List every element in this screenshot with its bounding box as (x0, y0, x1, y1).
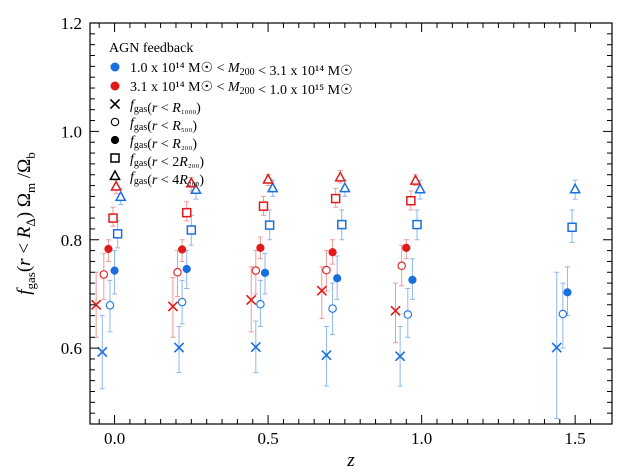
data-point-low_mass-x (173, 342, 185, 353)
data-point-low_mass-filled-circle (333, 274, 342, 283)
data-point-low_mass-x (250, 341, 261, 353)
legend-marker-open-circle (110, 117, 120, 127)
legend-label-open-circle: fgas(r < R₅₀₀) (130, 116, 197, 134)
data-point-low_mass-square (567, 222, 577, 233)
data-point-low_mass-filled-circle (408, 275, 417, 284)
data-point-low_mass-x-stroke (97, 346, 108, 358)
data-point-high_mass-triangle (185, 176, 198, 188)
data-point-low_mass-x-stroke (250, 341, 261, 353)
data-point-high_mass-filled-circle (104, 244, 113, 254)
legend-marker-x (109, 98, 121, 110)
data-point-low_mass-square (186, 225, 197, 235)
data-point-high_mass-square (181, 207, 192, 218)
data-point-low_mass-open-circle (403, 310, 413, 319)
data-point-low_mass-open-circle (328, 304, 337, 313)
y-tick-label: 1.2 (61, 14, 82, 33)
data-point-high_mass-open-circle (322, 265, 331, 275)
x-tick-label: 1.0 (411, 429, 432, 448)
data-point-low_mass-x-stroke (394, 351, 406, 362)
legend-marker-x-stroke (109, 98, 121, 110)
data-point-high_mass-square (406, 195, 416, 206)
data-point-low_mass-square (112, 229, 123, 239)
data-point-low_mass-triangle (569, 182, 582, 194)
data-point-low_mass-open-circle (256, 299, 265, 309)
data-point-high_mass-filled-circle (402, 243, 411, 252)
markers-layer (90, 170, 582, 362)
legend-marker-high_mass (110, 81, 120, 91)
data-point-low_mass-open-circle (105, 301, 115, 310)
data-point-low_mass-filled-circle (260, 268, 270, 277)
data-point-high_mass-triangle (409, 174, 422, 185)
data-point-high_mass-square (108, 213, 118, 223)
x-axis-title: z (346, 450, 355, 471)
data-point-high_mass-x-stroke (167, 301, 179, 312)
data-point-high_mass-x (316, 285, 327, 296)
x-tick-label: 0.0 (104, 429, 125, 448)
data-point-low_mass-filled-circle (563, 288, 572, 297)
data-point-low_mass-x (97, 346, 108, 358)
data-point-low_mass-x (394, 351, 406, 362)
y-tick-label: 0.8 (61, 231, 82, 250)
data-point-low_mass-triangle (114, 190, 127, 202)
legend-marker-low_mass (110, 62, 120, 72)
data-point-high_mass-x-stroke (90, 299, 102, 310)
data-point-low_mass-x-stroke (551, 342, 562, 353)
plot-frame (89, 22, 613, 425)
legend-label-x: fgas(r < R₁₀₀₀) (130, 98, 201, 116)
data-point-high_mass-triangle (110, 180, 122, 191)
data-point-high_mass-open-circle (173, 268, 182, 277)
data-point-high_mass-triangle (334, 170, 347, 182)
legend-marker-square (110, 153, 120, 163)
data-point-low_mass-open-circle (558, 309, 568, 319)
data-point-low_mass-triangle (414, 182, 426, 194)
data-point-low_mass-triangle (190, 183, 202, 195)
legend-marker-filled-circle (110, 135, 120, 145)
data-point-low_mass-open-circle (177, 297, 187, 307)
data-point-high_mass-square (258, 201, 269, 211)
data-point-high_mass-x-stroke (316, 285, 327, 296)
data-point-low_mass-x (551, 342, 562, 353)
legend-label-high_mass: 3.1 x 10¹⁴ M☉ < M200 < 1.0 x 10¹⁵ M☉ (130, 80, 353, 98)
axis-ticks-layer: 0.0 0.5 1.0 1.5 0.6 0.8 1.0 1.2 (61, 14, 612, 448)
data-point-high_mass-x (390, 305, 401, 316)
data-point-low_mass-square (412, 219, 422, 230)
data-point-high_mass-x (246, 294, 257, 306)
data-point-high_mass-open-circle (99, 270, 109, 279)
legend-label-square: fgas(r < 2R₂₀₀) (130, 152, 204, 170)
data-point-low_mass-x-stroke (321, 350, 332, 361)
data-point-low_mass-triangle (266, 181, 279, 193)
y-tick-label: 1.0 (61, 122, 82, 141)
y-axis-title: fgas(r < RΔ) Ωm /Ωb (14, 152, 38, 295)
data-point-high_mass-x (90, 299, 102, 310)
legend-title: AGN feedback (109, 41, 193, 56)
data-point-low_mass-triangle (338, 181, 351, 193)
data-point-high_mass-open-circle (397, 261, 406, 271)
legend: AGN feedback 1.0 x 10¹⁴ M☉ < M200 < 3.1 x… (109, 41, 353, 188)
legend-label-filled-circle: fgas(r < R₂₀₀) (130, 134, 197, 152)
legend-label-triangle: fgas(r < 4R₂₀₀) (130, 170, 204, 188)
legend-label-low_mass: 1.0 x 10¹⁴ M☉ < M200 < 3.1 x 10¹⁴ M☉ (130, 61, 353, 79)
data-point-high_mass-x (167, 301, 179, 312)
x-tick-label: 1.5 (565, 429, 586, 448)
data-point-low_mass-square (337, 219, 347, 230)
data-point-low_mass-filled-circle (182, 264, 191, 274)
data-point-low_mass-square (264, 220, 275, 230)
data-point-low_mass-x (321, 350, 332, 361)
data-point-high_mass-filled-circle (256, 243, 265, 252)
data-point-low_mass-filled-circle (110, 266, 119, 275)
data-point-high_mass-open-circle (251, 266, 261, 275)
x-tick-label: 0.5 (257, 429, 278, 448)
data-point-high_mass-square (330, 193, 341, 204)
legend-marker-triangle (109, 169, 121, 181)
error-bars-layer (93, 169, 578, 420)
data-point-high_mass-x-stroke (390, 305, 401, 316)
data-point-high_mass-triangle (262, 173, 274, 184)
y-tick-label: 0.6 (61, 339, 82, 358)
data-point-high_mass-filled-circle (178, 245, 187, 254)
data-point-high_mass-x-stroke (246, 294, 257, 306)
data-point-high_mass-filled-circle (328, 248, 337, 257)
data-point-low_mass-x-stroke (173, 342, 185, 353)
